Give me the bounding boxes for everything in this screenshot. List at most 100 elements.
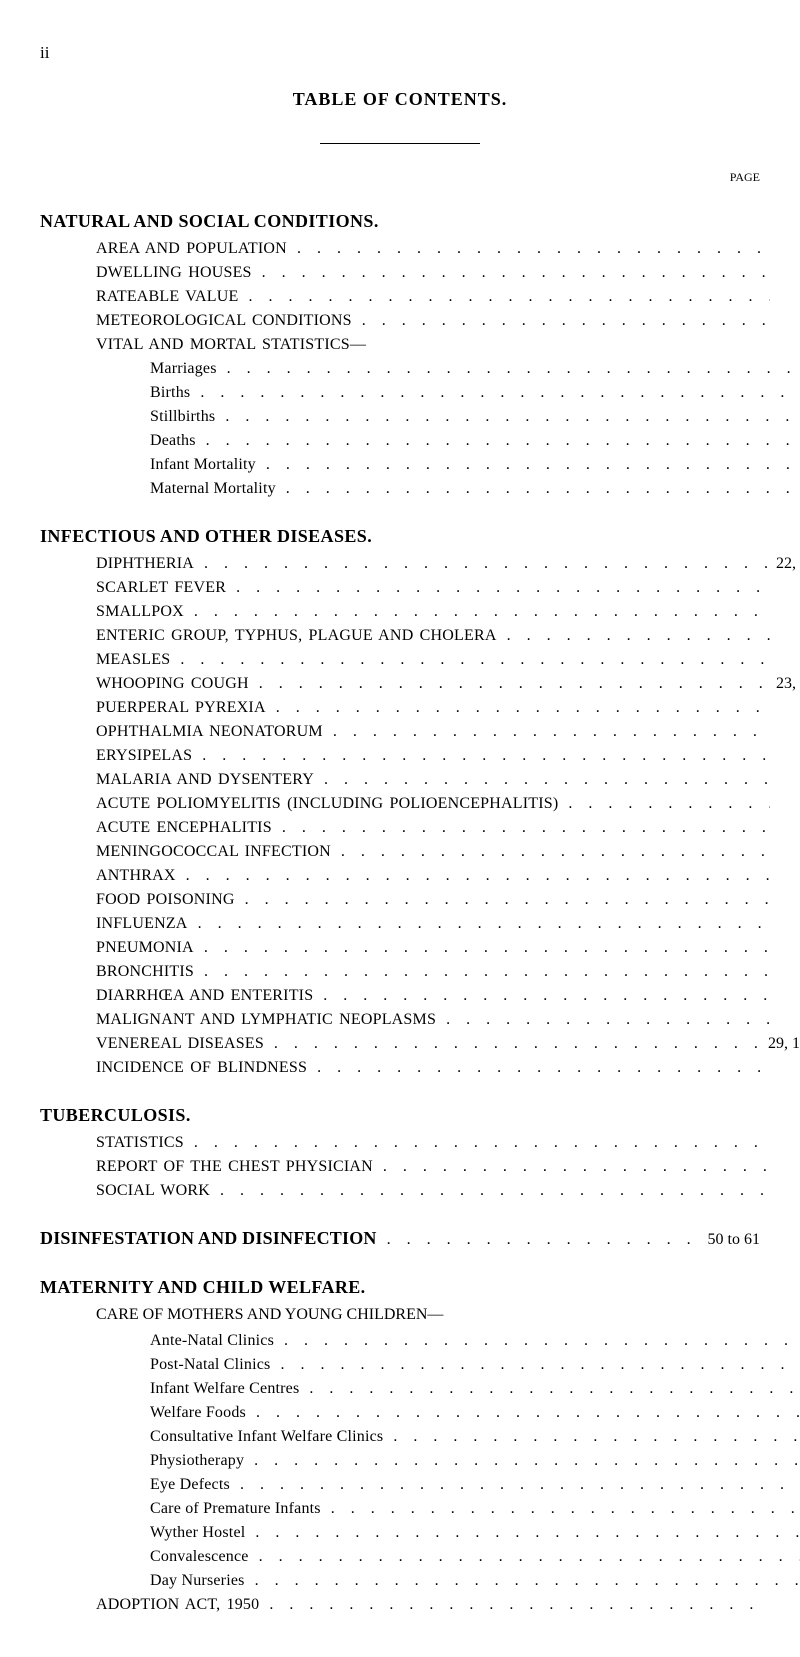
toc-row-page: 25 (770, 792, 800, 816)
toc-row-label: Dwelling Houses (96, 261, 252, 285)
toc-row-label: Wyther Hostel (150, 1521, 245, 1545)
toc-leader-dots: . . . . . . . . . . . . . . . . . . . . … (497, 624, 770, 648)
toc-leader-dots: . . . . . . . . . . . . . . . . . . . . … (383, 1425, 800, 1449)
toc-row: Convalescence. . . . . . . . . . . . . .… (40, 1545, 800, 1569)
toc-leader-dots: . . . . . . . . . . . . . . . . . . . . … (264, 1032, 768, 1056)
toc-row: Wyther Hostel. . . . . . . . . . . . . .… (40, 1521, 800, 1545)
toc-leader-dots: . . . . . . . . . . . . . . . . . . . . … (272, 816, 770, 840)
toc-row-label: Malignant and Lymphatic Neoplasms (96, 1008, 436, 1032)
toc-leader-dots: . . . . . . . . . . . . . . . . . . . . … (226, 576, 770, 600)
toc-row-label: Influenza (96, 912, 188, 936)
toc-leader-dots: . . . . . . . . . . . . . . . . . . . . … (170, 648, 770, 672)
toc-leader-dots: . . . . . . . . . . . . . . . . . . . . … (215, 405, 800, 429)
toc-row: Rateable Value. . . . . . . . . . . . . … (40, 285, 800, 309)
toc-row-label: Infant Mortality (150, 453, 256, 477)
toc-leader-dots: . . . . . . . . . . . . . . . . . . . . … (314, 768, 770, 792)
toc-row-label: Eye Defects (150, 1473, 230, 1497)
toc-leader-dots: . . . . . . . . . . . . . . . . . . . . … (192, 744, 770, 768)
toc-row-page: 27 (770, 888, 800, 912)
toc-leader-dots: . . . . . . . . . . . . . . . . . . . . … (287, 237, 770, 261)
toc-row: Venereal Diseases. . . . . . . . . . . .… (40, 1032, 800, 1056)
toc-row-page: 23 (770, 600, 800, 624)
toc-leader-dots: . . . . . . . . . . . . . . . . . . . . … (246, 1401, 800, 1425)
toc-row-label: Measles (96, 648, 170, 672)
toc-row-page: 23, 97 (770, 672, 800, 696)
toc-row-page: 27 (770, 816, 800, 840)
toc-leader-dots: . . . . . . . . . . . . . . . . . . . . … (245, 1569, 800, 1593)
toc-row-page: 29 (770, 1056, 800, 1080)
toc-row: Smallpox. . . . . . . . . . . . . . . . … (40, 600, 800, 624)
toc-row-label: Report of the Chest Physician (96, 1155, 373, 1179)
toc-leader-dots: . . . . . . . . . . . . . . . . . . . . … (259, 1593, 770, 1617)
toc-row-page: 24 (770, 720, 800, 744)
toc-row-label: Bronchitis (96, 960, 194, 984)
toc-leader-dots: . . . . . . . . . . . . . . . . . . . . … (558, 792, 770, 816)
toc-row: Day Nurseries. . . . . . . . . . . . . .… (40, 1569, 800, 1593)
toc-row-page: 23 (770, 696, 800, 720)
toc-row-label: Convalescence (150, 1545, 249, 1569)
toc-row-label: Rateable Value (96, 285, 238, 309)
toc-leader-dots: . . . . . . . . . . . . . . . . . . . . … (194, 552, 770, 576)
toc-leader-dots: . . . . . . . . . . . . . . . . . . . . … (377, 1228, 690, 1252)
toc-row: Marriages. . . . . . . . . . . . . . . .… (40, 357, 800, 381)
toc-row-label: Statistics (96, 1131, 184, 1155)
toc-section-title: DISINFESTATION AND DISINFECTION (40, 1225, 377, 1252)
toc-row-label: Marriages (150, 357, 217, 381)
toc-leader-dots: . . . . . . . . . . . . . . . . . . . . … (245, 1521, 800, 1545)
toc-row-label: Food Poisoning (96, 888, 235, 912)
toc-row: Social Work. . . . . . . . . . . . . . .… (40, 1179, 800, 1203)
toc-row: Births. . . . . . . . . . . . . . . . . … (40, 381, 800, 405)
toc-leader-dots: . . . . . . . . . . . . . . . . . . . . … (307, 1056, 770, 1080)
toc-leader-dots: . . . . . . . . . . . . . . . . . . . . … (276, 477, 800, 501)
toc-row: Infant Mortality. . . . . . . . . . . . … (40, 453, 800, 477)
toc-row: Care of Premature Infants. . . . . . . .… (40, 1497, 800, 1521)
toc-row: Whooping Cough. . . . . . . . . . . . . … (40, 672, 800, 696)
toc-leader-dots: . . . . . . . . . . . . . . . . . . . . … (176, 864, 770, 888)
toc-leader-dots: . . . . . . . . . . . . . . . . . . . . … (249, 672, 770, 696)
toc-leader-dots: . . . . . . . . . . . . . . . . . . . . … (436, 1008, 770, 1032)
toc-section-title: INFECTIOUS AND OTHER DISEASES. (40, 523, 760, 550)
toc-row-label: Acute Encephalitis (96, 816, 272, 840)
toc-row-label: Anthrax (96, 864, 176, 888)
toc-row-page: 22, 95 (770, 552, 800, 576)
toc-row-label: Ophthalmia Neonatorum (96, 720, 323, 744)
toc-row-page: 2 (770, 309, 800, 333)
toc-row: Statistics. . . . . . . . . . . . . . . … (40, 1131, 800, 1155)
toc-leader-dots: . . . . . . . . . . . . . . . . . . . . … (196, 429, 800, 453)
toc-row-label: Whooping Cough (96, 672, 249, 696)
toc-row-label: Venereal Diseases (96, 1032, 264, 1056)
toc-row-label: Care of Premature Infants (150, 1497, 321, 1521)
toc-row-label: Maternal Mortality (150, 477, 276, 501)
toc-leader-dots: . . . . . . . . . . . . . . . . . . . . … (352, 309, 770, 333)
toc-row-page: 24 (770, 768, 800, 792)
toc-leader-dots: . . . . . . . . . . . . . . . . . . . . … (256, 453, 800, 477)
toc-row: Pneumonia. . . . . . . . . . . . . . . .… (40, 936, 800, 960)
toc-row: Incidence of Blindness. . . . . . . . . … (40, 1056, 800, 1080)
toc-leader-dots: . . . . . . . . . . . . . . . . . . . . … (230, 1473, 800, 1497)
toc-row: Meningococcal Infection. . . . . . . . .… (40, 840, 800, 864)
toc-row-label: Malaria and Dysentery (96, 768, 314, 792)
toc-row-page: 69 (770, 1593, 800, 1617)
page-column-label: PAGE (40, 168, 760, 186)
toc-row-label: Incidence of Blindness (96, 1056, 307, 1080)
toc-row: DISINFESTATION AND DISINFECTION. . . . .… (40, 1225, 760, 1252)
toc-row-label: Day Nurseries (150, 1569, 245, 1593)
toc-row-label: Adoption Act, 1950 (96, 1593, 259, 1617)
toc-row-label: Births (150, 381, 190, 405)
toc-row-label: Puerperal Pyrexia (96, 696, 266, 720)
toc-row-label: Diarrhœa and Enteritis (96, 984, 313, 1008)
toc-row-page: 29, 107 (768, 1032, 800, 1056)
toc-row: Stillbirths. . . . . . . . . . . . . . .… (40, 405, 800, 429)
toc-row-page: 2 (770, 285, 800, 309)
toc-row: Area and Population. . . . . . . . . . .… (40, 237, 800, 261)
toc-row-page: 24 (770, 744, 800, 768)
toc-leader-dots: . . . . . . . . . . . . . . . . . . . . … (238, 285, 770, 309)
toc-row-page: 2 (770, 261, 800, 285)
toc-row: Consultative Infant Welfare Clinics. . .… (40, 1425, 800, 1449)
toc-row: Anthrax. . . . . . . . . . . . . . . . .… (40, 864, 800, 888)
toc-leader-dots: . . . . . . . . . . . . . . . . . . . . … (373, 1155, 770, 1179)
toc-row-label: Enteric Group, Typhus, Plague and Choler… (96, 624, 497, 648)
toc-leader-dots: . . . . . . . . . . . . . . . . . . . . … (194, 936, 770, 960)
toc-row: Welfare Foods. . . . . . . . . . . . . .… (40, 1401, 800, 1425)
toc-row: Maternal Mortality. . . . . . . . . . . … (40, 477, 800, 501)
